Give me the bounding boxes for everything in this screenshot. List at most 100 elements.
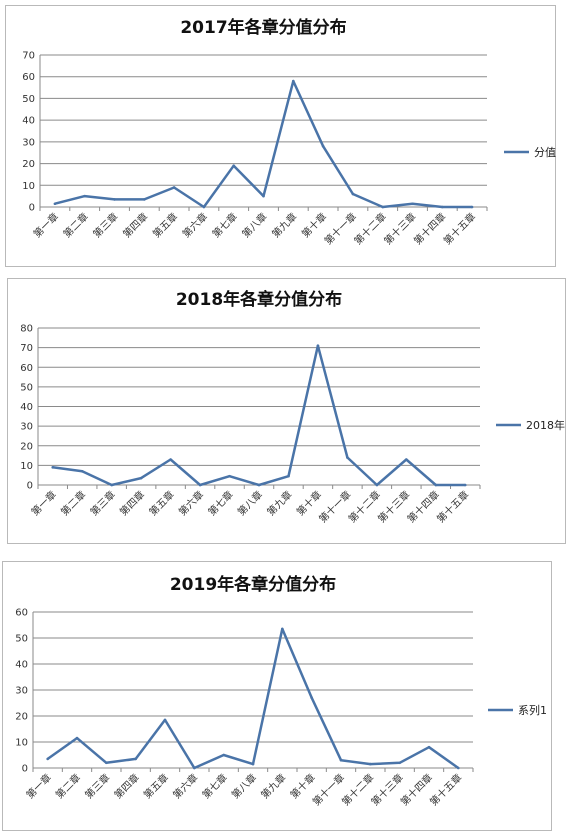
chart-0-y-tick-label: 50 bbox=[22, 94, 35, 105]
chart-0-data-point bbox=[292, 79, 295, 83]
chart-1-x-tick-label: 第五章 bbox=[146, 488, 176, 518]
chart-panel-2018: 2018年各章分值分布 0 10 20 30 40 50 60 70 80 第一章 第二章 第三章 第四章… bbox=[7, 278, 566, 544]
chart-0-data-point bbox=[202, 205, 206, 209]
chart-2-x-tick-label: 第二章 bbox=[53, 771, 83, 801]
chart-0-data-point bbox=[113, 198, 116, 201]
chart-1-data-point bbox=[80, 469, 84, 473]
chart-panel-2017: 2017年各章分值分布 0 10 20 30 40 50 60 70 第一章 第二章 第三章 第四章 第五… bbox=[5, 5, 556, 267]
chart-1-x-tick-label: 第十章 bbox=[294, 488, 324, 518]
chart-0-y-tick-label: 60 bbox=[22, 72, 35, 83]
chart-0-x-tick-label: 第八章 bbox=[239, 210, 269, 240]
chart-0-data-point bbox=[351, 192, 355, 196]
chart-2-data-point bbox=[163, 718, 167, 722]
chart-1-x-tick-label: 第六章 bbox=[176, 488, 206, 518]
chart-0-y-tick-label: 30 bbox=[22, 137, 35, 148]
chart-1-x-tick-label: 第十五章 bbox=[434, 488, 471, 525]
chart-2-data-point bbox=[222, 753, 225, 757]
chart-0-x-tick-label: 第九章 bbox=[269, 210, 299, 240]
chart-0-data-point bbox=[470, 205, 474, 209]
chart-0-data-point bbox=[411, 202, 414, 206]
chart-2-data-point bbox=[281, 627, 284, 631]
chart-2-x-tick-label: 第六章 bbox=[170, 771, 200, 801]
chart-2-data-point bbox=[339, 758, 343, 762]
chart-0-series-line bbox=[54, 79, 473, 209]
chart-2-y-tick-label: 50 bbox=[15, 634, 28, 645]
chart-1-data-point bbox=[375, 483, 379, 487]
chart-1-x-tick-label: 第八章 bbox=[235, 488, 265, 518]
chart-0-y-tick-label: 70 bbox=[22, 51, 35, 62]
chart-1-x-tick-label: 第三章 bbox=[87, 488, 117, 518]
chart-2-data-point bbox=[193, 766, 196, 770]
chart-2-x-tick-label: 第八章 bbox=[229, 771, 259, 801]
chart-2-x-tick-label: 第一章 bbox=[23, 771, 53, 801]
chart-0-y-tick-label: 40 bbox=[22, 116, 35, 127]
chart-2-legend-label: 系列1 bbox=[518, 703, 547, 717]
chart-1-data-point bbox=[346, 456, 349, 459]
chart-0-legend-label: 分值 bbox=[534, 146, 556, 159]
chart-1-data-point bbox=[257, 483, 261, 487]
chart-1-x-tick-label: 第二章 bbox=[58, 488, 88, 518]
chart-0-x-tick-label: 第十三章 bbox=[381, 210, 418, 247]
line-chart-2018: 2018年各章分值分布 0 10 20 30 40 50 60 70 80 第一章 第二章 第三章 第四章… bbox=[20, 289, 565, 525]
chart-2-x-tick-label: 第七章 bbox=[199, 771, 229, 801]
chart-1-data-point bbox=[198, 483, 202, 487]
chart-2-data-point bbox=[310, 696, 313, 700]
chart-1-data-point bbox=[405, 458, 408, 461]
chart-0-x-tick-label: 第一章 bbox=[31, 210, 61, 240]
chart-1-x-tick-label: 第一章 bbox=[28, 488, 58, 518]
chart-2-x-tick-label: 第五章 bbox=[141, 771, 171, 801]
chart-2-x-tick-label: 第九章 bbox=[258, 771, 288, 801]
chart-0-data-point bbox=[232, 164, 235, 168]
chart-1-y-tick-label: 40 bbox=[20, 402, 33, 413]
chart-1-data-point bbox=[434, 483, 438, 487]
chart-1-y-tick-label: 10 bbox=[20, 461, 33, 472]
chart-2-title: 2019年各章分值分布 bbox=[170, 574, 336, 595]
chart-1-x-tick-label: 第四章 bbox=[117, 488, 147, 518]
chart-1-y-tick-label: 50 bbox=[20, 382, 33, 393]
chart-2-y-tick-label: 30 bbox=[15, 686, 28, 697]
chart-0-x-tick-label: 第五章 bbox=[150, 210, 180, 240]
chart-1-y-tick-label: 60 bbox=[20, 363, 33, 374]
chart-1-data-point bbox=[51, 466, 55, 469]
chart-1-data-point bbox=[463, 483, 467, 487]
line-chart-2019: 2019年各章分值分布0102030405060第一章 第二章 第三章 第四章 第五章第… bbox=[15, 574, 547, 808]
chart-0-title: 2017年各章分值分布 bbox=[180, 17, 346, 38]
chart-2-data-point bbox=[46, 757, 49, 761]
chart-0-data-point bbox=[262, 194, 265, 198]
chart-0-x-tick-label: 第十五章 bbox=[441, 210, 478, 247]
chart-1-legend-label: 2018年 bbox=[526, 418, 565, 432]
chart-0-x-tick-label: 第十章 bbox=[299, 210, 329, 240]
chart-1-data-point bbox=[228, 474, 231, 478]
chart-2-x-tick-label: 第四章 bbox=[111, 771, 141, 801]
chart-2-x-tick-label: 第十章 bbox=[287, 771, 317, 801]
chart-0-y-tick-label: 0 bbox=[29, 203, 35, 214]
chart-1-series-line bbox=[52, 344, 466, 487]
chart-2-y-tick-label: 10 bbox=[15, 738, 28, 749]
chart-2-data-point bbox=[75, 736, 79, 740]
chart-2-data-point bbox=[251, 762, 255, 766]
chart-1-data-point bbox=[287, 474, 290, 478]
chart-1-y-tick-label: 80 bbox=[20, 324, 33, 335]
chart-0-x-tick-label: 第十四章 bbox=[411, 210, 448, 247]
chart-2-y-tick-label: 20 bbox=[15, 712, 28, 723]
chart-0-x-tick-label: 第十一章 bbox=[322, 210, 359, 247]
chart-1-y-tick-label: 20 bbox=[20, 441, 33, 452]
chart-2-y-tick-label: 0 bbox=[22, 764, 28, 775]
chart-1-y-tick-label: 30 bbox=[20, 422, 33, 433]
chart-2-x-tick-label: 第十五章 bbox=[427, 771, 464, 808]
chart-0-x-tick-label: 第七章 bbox=[209, 210, 239, 240]
chart-2-data-point bbox=[369, 762, 372, 766]
chart-1-x-tick-label: 第九章 bbox=[264, 488, 294, 518]
chart-2-series-line bbox=[46, 627, 460, 770]
chart-0-data-point bbox=[53, 202, 57, 206]
chart-0-data-point bbox=[381, 205, 385, 209]
chart-1-data-point bbox=[110, 483, 113, 487]
chart-0-data-point bbox=[143, 198, 146, 201]
chart-2-data-point bbox=[457, 766, 460, 770]
chart-0-y-tick-label: 20 bbox=[22, 159, 35, 170]
chart-2-y-tick-label: 40 bbox=[15, 660, 28, 671]
chart-1-data-point bbox=[139, 476, 143, 480]
chart-1-x-tick-label: 第七章 bbox=[205, 488, 235, 518]
chart-2-x-tick-label: 第三章 bbox=[82, 771, 112, 801]
chart-1-data-point bbox=[169, 458, 172, 461]
